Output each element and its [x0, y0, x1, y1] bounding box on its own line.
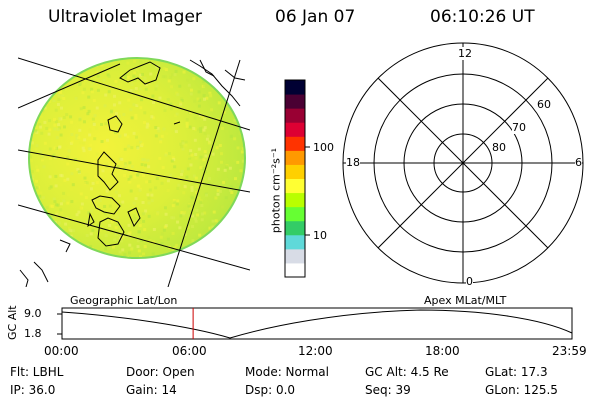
colorbar-band [285, 80, 305, 95]
info-door: Door: Open [126, 365, 195, 379]
colorbar-band [285, 234, 305, 250]
info-glon: GLon: 125.5 [485, 383, 558, 397]
colorbar-band [285, 164, 305, 179]
x-tick-0000: 00:00 [44, 344, 79, 358]
mlt-label-12: 12 [458, 47, 472, 60]
info-ip: IP: 36.0 [10, 383, 56, 397]
colorbar-band [285, 108, 305, 123]
y-axis-title: GC Alt [6, 305, 19, 340]
colorbar-tick-10: 10 [313, 229, 327, 242]
uv-disk [28, 57, 246, 259]
colorbar-band [285, 262, 305, 278]
timeline-left-caption: Geographic Lat/Lon [70, 294, 178, 307]
colorbar-band [285, 94, 305, 109]
mlt-label-6: 6 [575, 156, 582, 169]
time-label: 06:10:26 UT [430, 7, 535, 27]
colorbar-band [285, 192, 305, 208]
y-tick-9: 9.0 [24, 307, 42, 320]
x-tick-0600: 06:00 [172, 344, 207, 358]
x-tick-2359: 23:59 [552, 344, 587, 358]
colorbar-band [285, 178, 305, 194]
colorbar-band [285, 220, 305, 236]
colorbar-band [285, 122, 305, 137]
info-filter: Flt: LBHL [10, 365, 64, 379]
x-tick-1200: 12:00 [298, 344, 333, 358]
x-tick-1800: 18:00 [425, 344, 460, 358]
lat-label-80: 80 [492, 141, 506, 154]
colorbar-tick-100: 100 [313, 141, 334, 154]
app-title: Ultraviolet Imager [48, 7, 202, 27]
colorbar-band [285, 150, 305, 165]
info-gc-alt: GC Alt: 4.5 Re [365, 365, 449, 379]
mlt-label-0: 0 [466, 275, 473, 288]
lat-label-60: 60 [537, 98, 551, 111]
coastlines [19, 59, 246, 287]
info-glat: GLat: 17.3 [485, 365, 548, 379]
info-gain: Gain: 14 [126, 383, 177, 397]
timeline-right-caption: Apex MLat/MLT [424, 294, 507, 307]
mlt-label-18: 18 [346, 156, 360, 169]
colorbar-band [285, 136, 305, 151]
colorbar-band [285, 206, 305, 222]
lat-label-70: 70 [512, 121, 526, 134]
lat-lon-grid [18, 57, 250, 287]
date-label: 06 Jan 07 [275, 7, 356, 27]
info-mode: Mode: Normal [245, 365, 329, 379]
y-tick-1-8: 1.8 [24, 327, 42, 340]
info-dsp: Dsp: 0.0 [245, 383, 296, 397]
colorbar-band [285, 248, 305, 264]
info-seq: Seq: 39 [365, 383, 411, 397]
